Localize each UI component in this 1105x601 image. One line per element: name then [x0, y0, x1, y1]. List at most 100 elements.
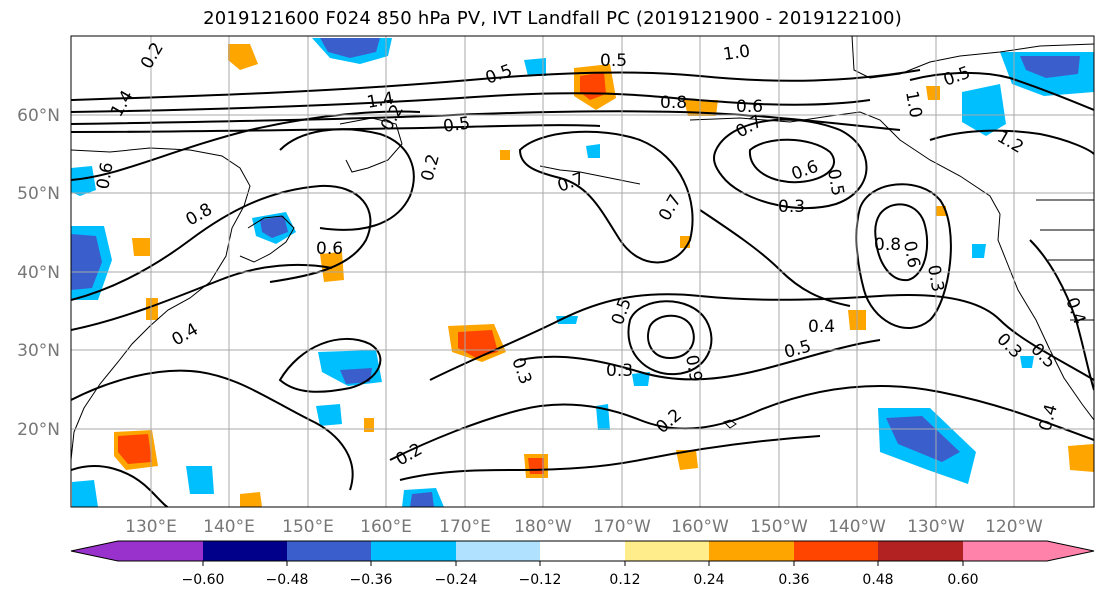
- colorbar-cell: [709, 541, 794, 561]
- colorbar-cell: [878, 541, 963, 561]
- colorbar-outline: [70, 540, 1095, 562]
- longitude-labels: 130°E 140°E 150°E 160°E 170°E 180°W 170°…: [125, 517, 1043, 537]
- colorbar-tick-labels: −0.60 −0.48 −0.36 −0.24 −0.12 0.12 0.24 …: [182, 572, 979, 588]
- colorbar-ticks: [202, 561, 964, 566]
- shade-pos: [676, 450, 698, 470]
- contour-line: [399, 435, 821, 481]
- lat-label: 30°N: [17, 341, 60, 361]
- shade-pos: [228, 44, 258, 70]
- shade-pos: [118, 434, 152, 464]
- lon-label: 160°E: [360, 517, 412, 537]
- map-area: 0.2 1.4 0.6 0.8 0.6 1.0 0.5 1.4 0.2 0.5 …: [71, 36, 1094, 507]
- shade-neg: [1020, 356, 1034, 368]
- contour-label: 0.3: [606, 361, 633, 381]
- coastline-na-west: [997, 213, 1094, 421]
- lon-label: 130°E: [125, 517, 177, 537]
- lat-label: 50°N: [17, 184, 60, 204]
- shade-neg: [316, 404, 342, 426]
- colorbar-cell: [963, 541, 1094, 561]
- coastline-japan: [239, 215, 295, 263]
- contour-line: [929, 129, 1094, 155]
- lon-label: 140°E: [203, 517, 255, 537]
- lon-label: 120°W: [985, 517, 1043, 537]
- shade-neg: [410, 492, 434, 507]
- shaded-field: [71, 38, 1094, 507]
- latitude-labels: 60°N 50°N 40°N 30°N 20°N: [17, 106, 60, 440]
- contour-line: [279, 128, 415, 231]
- contour-line: [278, 337, 382, 393]
- shade-neg: [260, 216, 288, 238]
- colorbar-cell: [287, 541, 371, 561]
- contour-label: 1.0: [901, 89, 925, 119]
- contour-label: 0.3: [778, 197, 805, 217]
- contour-label: 0.4: [808, 317, 835, 337]
- contour-label: 1.4: [365, 89, 395, 113]
- graticule: [71, 36, 1094, 507]
- map-title: 2019121600 F024 850 hPa PV, IVT Landfall…: [203, 8, 902, 29]
- shade-neg: [1020, 56, 1080, 78]
- contour-line: [71, 263, 333, 331]
- coastline-kamchatka: [339, 117, 403, 173]
- shade-neg: [186, 466, 214, 494]
- contour-line: [748, 138, 836, 184]
- contour-label: 1.0: [722, 41, 752, 65]
- colorbar-tick-label: −0.48: [266, 572, 309, 588]
- lon-label: 160°W: [671, 517, 729, 537]
- lon-label: 130°W: [907, 517, 965, 537]
- contour-line: [647, 314, 695, 360]
- colorbar-tick-label: 0.60: [947, 572, 978, 588]
- lat-label: 60°N: [17, 106, 60, 126]
- colorbar-tick-label: 0.24: [693, 572, 724, 588]
- coastline-canada: [851, 36, 1094, 79]
- contour-line: [699, 209, 851, 307]
- shade-neg: [320, 38, 380, 58]
- shade-pos: [240, 492, 262, 507]
- contour-line: [874, 203, 929, 282]
- shade-pos: [1068, 444, 1094, 472]
- contour-line: [627, 300, 713, 376]
- contour-label: 0.6: [736, 97, 763, 117]
- colorbar-tick-label: −0.24: [435, 572, 478, 588]
- lon-label: 150°W: [750, 517, 808, 537]
- shade-pos: [146, 298, 158, 320]
- shade-pos: [364, 418, 374, 432]
- contour-line: [71, 369, 354, 491]
- shade-neg: [586, 144, 600, 158]
- shade-neg: [556, 316, 578, 324]
- colorbar-cell: [794, 541, 878, 561]
- contour-label: 0.3: [923, 263, 947, 293]
- contour-line: [71, 184, 372, 301]
- contour-line: [518, 130, 694, 264]
- shade-pos: [132, 238, 150, 256]
- lat-label: 40°N: [17, 263, 60, 283]
- shade-neg: [962, 84, 1006, 136]
- contour-line: [71, 110, 901, 131]
- shade-neg: [596, 404, 610, 430]
- shade-neg: [72, 480, 98, 507]
- shade-neg: [972, 244, 986, 258]
- colorbar-tick-label: −0.36: [350, 572, 393, 588]
- shade-neg: [886, 416, 960, 462]
- shade-pos: [926, 86, 940, 100]
- colorbar-tick-label: 0.12: [609, 572, 640, 588]
- colorbar-tick-label: −0.60: [182, 572, 225, 588]
- colorbar: −0.60 −0.48 −0.36 −0.24 −0.12 0.12 0.24 …: [70, 540, 1095, 588]
- contour-line: [71, 69, 921, 101]
- contour-label: 0.6: [93, 161, 117, 191]
- colorbar-cell: [540, 541, 625, 561]
- colorbar-tick-label: −0.12: [519, 572, 562, 588]
- shade-neg: [340, 368, 372, 384]
- shade-pos: [936, 206, 946, 216]
- contour-line: [1029, 239, 1094, 391]
- colorbar-cell: [203, 541, 287, 561]
- contour-line: [389, 385, 1094, 461]
- lon-label: 170°W: [593, 517, 651, 537]
- colorbar-tick-label: 0.36: [778, 572, 809, 588]
- island-chain: [539, 165, 641, 185]
- shade-neg: [524, 58, 546, 76]
- lon-label: 170°E: [439, 517, 491, 537]
- lat-label: 20°N: [17, 420, 60, 440]
- contour-line: [71, 124, 601, 133]
- contour-label: 0.8: [660, 93, 687, 113]
- contour-label: 0.8: [874, 235, 901, 255]
